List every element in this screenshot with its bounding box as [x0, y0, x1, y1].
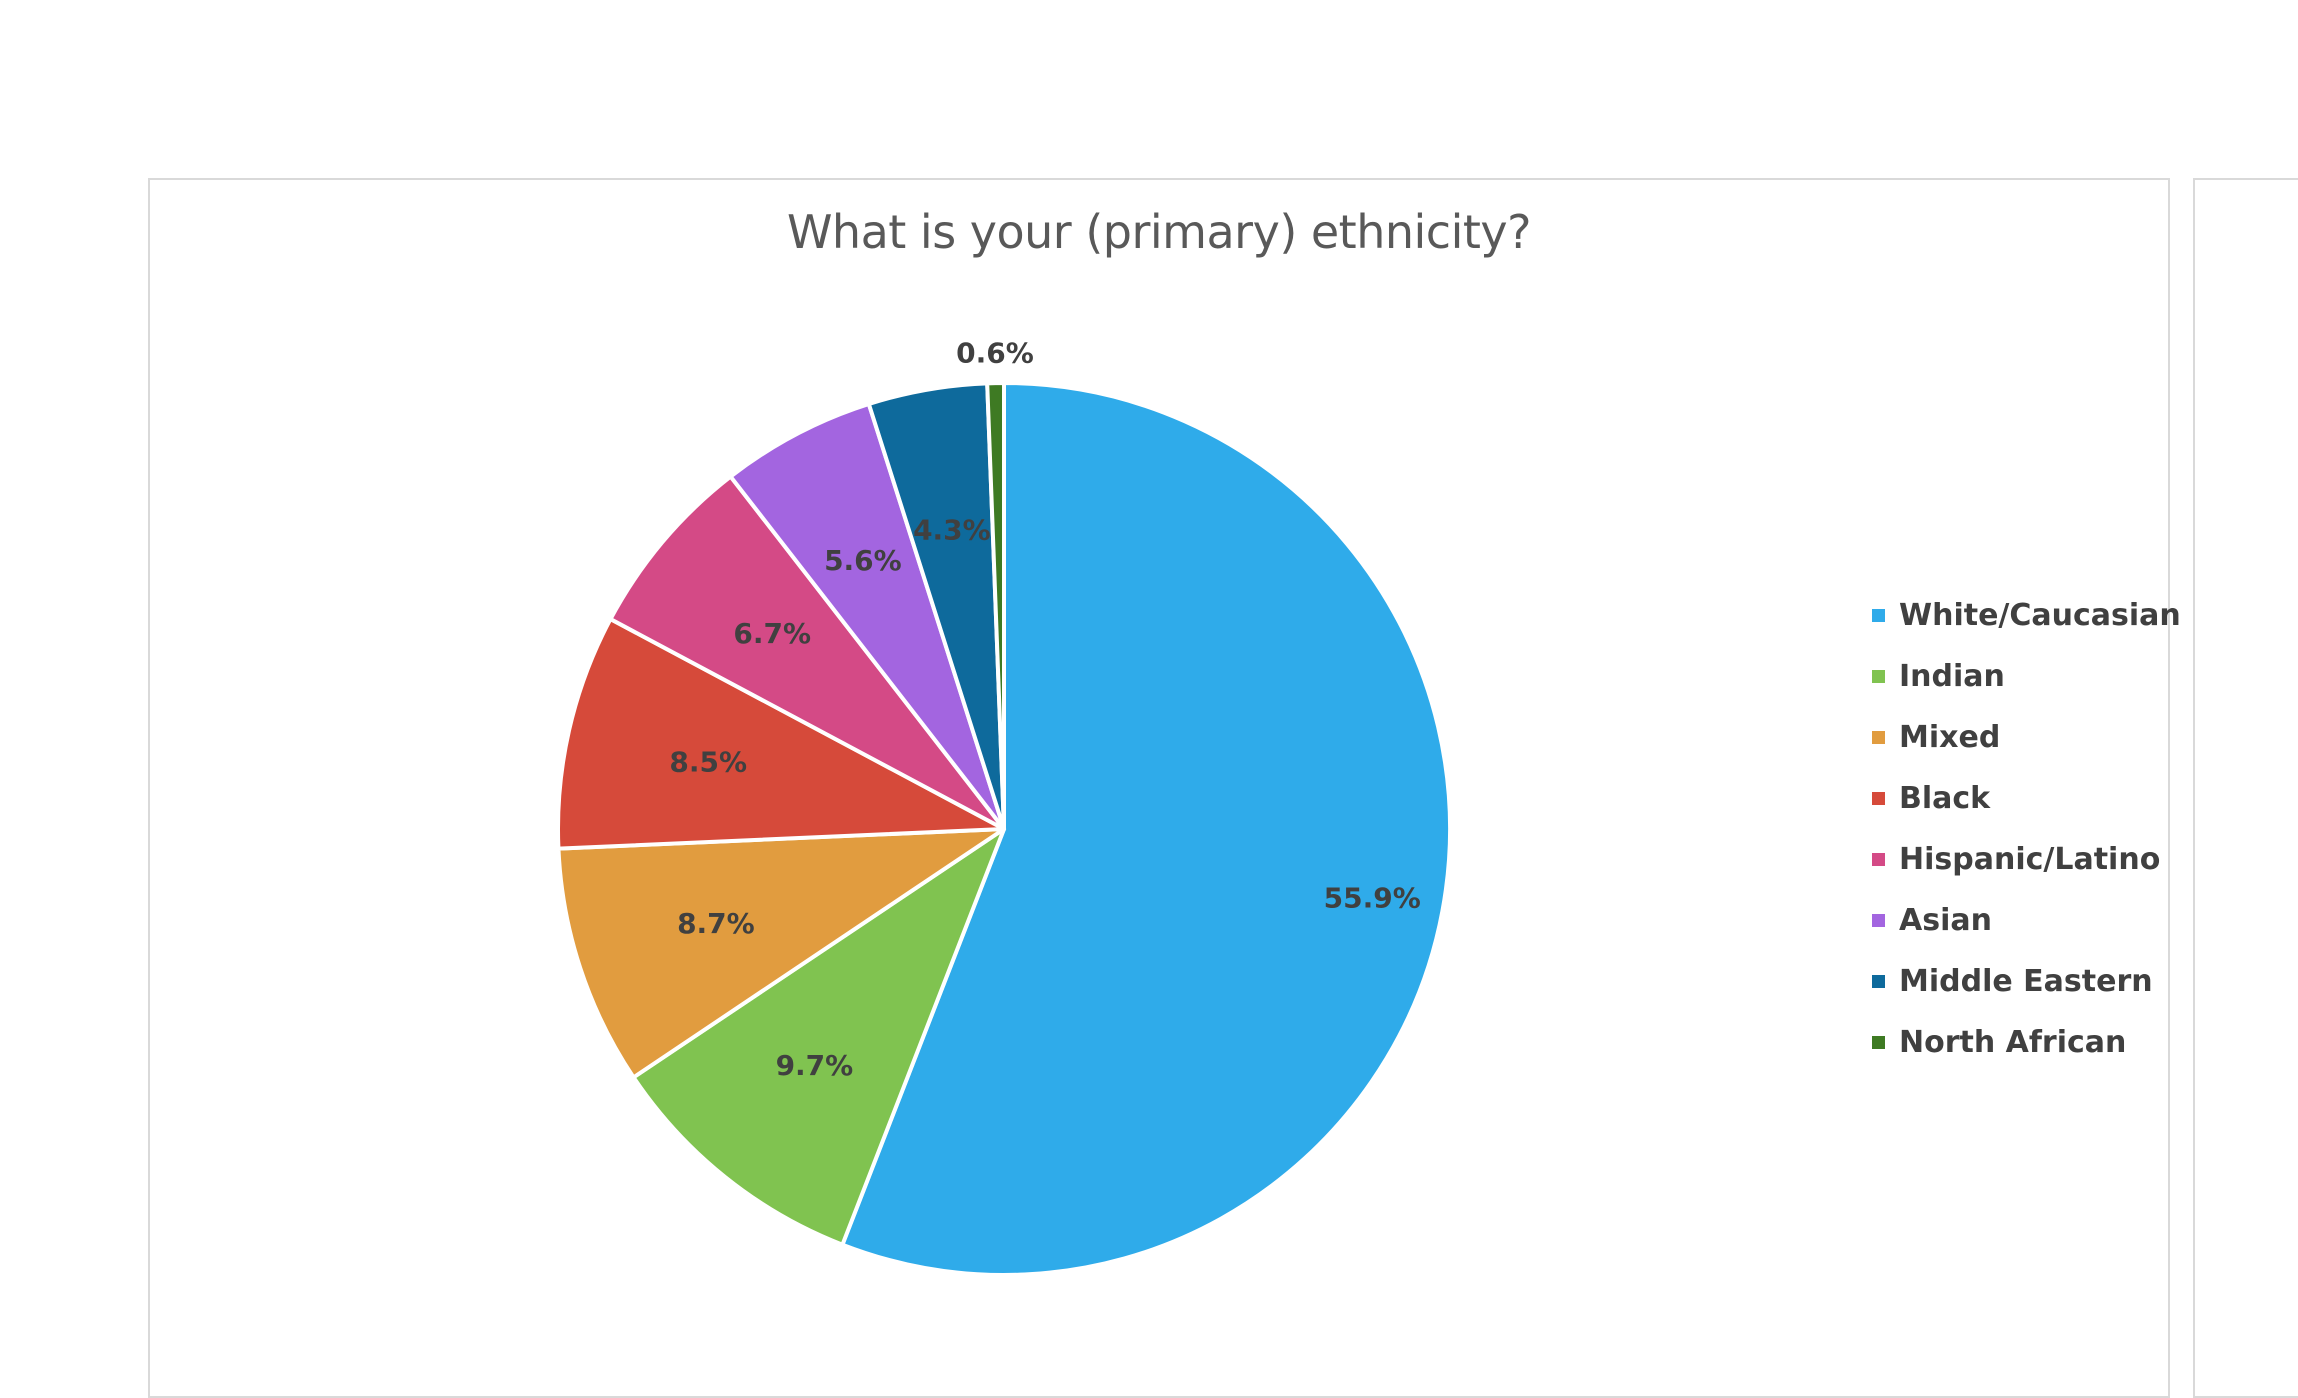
legend-item-black: Black [1872, 768, 2181, 829]
data-label-north-african: 0.6% [956, 337, 1034, 370]
legend-item-asian: Asian [1872, 890, 2181, 951]
legend-swatch [1872, 975, 1885, 988]
pie-slice-indian [631, 827, 1006, 1247]
chart-title: What is your (primary) ethnicity? [786, 205, 1532, 259]
legend-label: White/Caucasian [1899, 598, 2181, 633]
data-label-middle-eastern: 4.3% [913, 514, 991, 547]
pie-slice-white-caucasian [840, 381, 1452, 1277]
legend-swatch [1872, 609, 1885, 622]
pie-slice-hispanic-latino [608, 474, 1006, 831]
legend-swatch [1872, 670, 1885, 683]
chart-legend: White/Caucasian Indian Mixed Black Hispanic/… [1872, 585, 2181, 1073]
legend-item-middle-eastern: Middle Eastern [1872, 951, 2181, 1012]
legend-swatch [1872, 731, 1885, 744]
data-label-hispanic-latino: 6.7% [733, 617, 811, 650]
pie-slice-mixed [556, 827, 1006, 1080]
data-label-asian: 5.6% [824, 544, 902, 577]
legend-item-mixed: Mixed [1872, 707, 2181, 768]
pie-slice-north-african [985, 381, 1006, 831]
legend-item-north-african: North African [1872, 1012, 2181, 1073]
legend-label: Mixed [1899, 720, 2001, 755]
data-label-indian: 9.7% [776, 1049, 854, 1082]
legend-item-indian: Indian [1872, 646, 2181, 707]
pie-chart: 55.9% 9.7% 8.7% 8.5% 6.7% 5.6% 4.3% 0.6% [556, 337, 1452, 1277]
legend-label: Black [1899, 781, 1991, 816]
legend-label: Hispanic/Latino [1899, 842, 2161, 877]
legend-swatch [1872, 1036, 1885, 1049]
legend-label: Indian [1899, 659, 2005, 694]
legend-item-hispanic-latino: Hispanic/Latino [1872, 829, 2181, 890]
legend-item-white-caucasian: White/Caucasian [1872, 585, 2181, 646]
legend-label: Asian [1899, 903, 1992, 938]
data-label-mixed: 8.7% [677, 907, 755, 940]
pie-slice-black [556, 617, 1006, 851]
legend-swatch [1872, 853, 1885, 866]
data-label-black: 8.5% [669, 745, 747, 778]
legend-swatch [1872, 914, 1885, 927]
adjacent-chart-area [2193, 178, 2298, 1398]
pie-slice-asian [728, 401, 1006, 831]
legend-swatch [1872, 792, 1885, 805]
legend-label: North African [1899, 1025, 2127, 1060]
data-label-white-caucasian: 55.9% [1324, 882, 1421, 915]
legend-label: Middle Eastern [1899, 964, 2153, 999]
